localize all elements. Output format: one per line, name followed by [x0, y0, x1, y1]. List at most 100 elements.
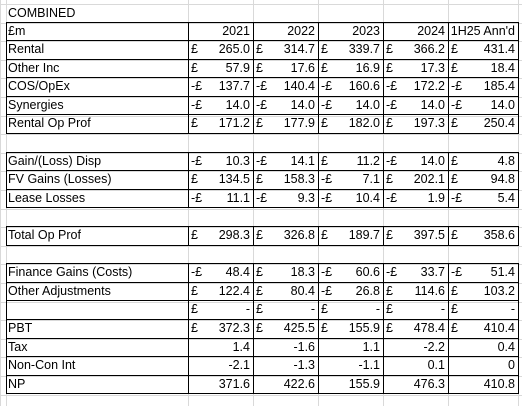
value-cell[interactable]: -£ 137.7 [188, 77, 253, 95]
value-cell[interactable] [318, 133, 383, 151]
row-label[interactable]: Gain/(Loss) Disp [8, 153, 102, 168]
value-cell[interactable] [383, 207, 448, 225]
value-cell[interactable]: -£ 26.8 [318, 282, 383, 300]
value-cell[interactable]: 155.9 [318, 375, 383, 393]
value-cell[interactable]: £16.9 [318, 59, 383, 77]
row-label[interactable]: Lease Losses [8, 190, 86, 205]
value-cell[interactable]: £103.2 [448, 282, 518, 300]
value-cell[interactable]: -£ 51.4 [448, 263, 518, 281]
value-cell[interactable]: -£ 14.0 [188, 96, 253, 114]
value-cell[interactable]: 476.3 [383, 375, 448, 393]
value-cell[interactable]: -£ 14.0 [253, 96, 318, 114]
row-label[interactable]: Other Inc [8, 60, 60, 75]
value-cell[interactable] [318, 207, 383, 225]
value-cell[interactable]: £298.3 [188, 226, 253, 244]
value-cell[interactable]: £265.0 [188, 40, 253, 58]
value-cell[interactable] [253, 133, 318, 151]
value-cell[interactable]: 371.6 [188, 375, 253, 393]
value-cell[interactable]: £366.2 [383, 40, 448, 58]
header-year[interactable]: 2024 [417, 24, 445, 38]
value-cell[interactable]: £ - [318, 300, 383, 318]
value-cell[interactable]: -£ 185.4 [448, 77, 518, 95]
value-cell[interactable]: -£ 48.4 [188, 263, 253, 281]
value-cell[interactable] [383, 133, 448, 151]
value-cell[interactable]: £80.4 [253, 282, 318, 300]
value-cell[interactable]: £17.6 [253, 59, 318, 77]
row-label[interactable] [6, 245, 188, 263]
row-label[interactable]: FV Gains (Losses) [8, 172, 112, 187]
row-label[interactable]: PBT [8, 321, 33, 335]
value-cell[interactable]: £18.4 [448, 59, 518, 77]
value-cell[interactable]: -£ 7.1 [318, 170, 383, 188]
value-cell[interactable]: £177.9 [253, 114, 318, 132]
value-cell[interactable]: -£ 160.6 [318, 77, 383, 95]
value-cell[interactable]: £11.2 [318, 152, 383, 170]
value-cell[interactable]: £ - [188, 300, 253, 318]
header-year[interactable]: 2021 [222, 24, 250, 38]
value-cell[interactable]: -1.3 [253, 356, 318, 374]
value-cell[interactable]: -£ 11.1 [188, 189, 253, 207]
row-label[interactable] [6, 133, 188, 151]
value-cell[interactable]: -£ 14.0 [318, 96, 383, 114]
value-cell[interactable]: £4.8 [448, 152, 518, 170]
value-cell[interactable]: -£ 172.2 [383, 77, 448, 95]
value-cell[interactable]: £397.5 [383, 226, 448, 244]
row-label[interactable]: Rental [8, 42, 45, 56]
header-year[interactable]: 1H25 Ann'd [450, 24, 515, 38]
value-cell[interactable]: -1.6 [253, 338, 318, 356]
value-cell[interactable]: 410.8 [448, 375, 518, 393]
row-label[interactable]: Tax [8, 339, 28, 354]
value-cell[interactable]: -£ 140.4 [253, 77, 318, 95]
value-cell[interactable]: 1.1 [318, 338, 383, 356]
value-cell[interactable]: -£ 10.4 [318, 189, 383, 207]
value-cell[interactable]: £ - [253, 300, 318, 318]
value-cell[interactable]: £182.0 [318, 114, 383, 132]
value-cell[interactable] [253, 207, 318, 225]
value-cell[interactable]: -£ 14.0 [448, 96, 518, 114]
value-cell[interactable]: 0 [448, 356, 518, 374]
value-cell[interactable]: £122.4 [188, 282, 253, 300]
value-cell[interactable]: -£ 14.1 [253, 152, 318, 170]
value-cell[interactable]: £158.3 [253, 170, 318, 188]
value-cell[interactable]: £410.4 [448, 319, 518, 337]
row-label[interactable]: Total Op Prof [8, 228, 81, 242]
value-cell[interactable]: £339.7 [318, 40, 383, 58]
value-cell[interactable] [318, 245, 383, 263]
value-cell[interactable]: £358.6 [448, 226, 518, 244]
value-cell[interactable]: £171.2 [188, 114, 253, 132]
row-label[interactable] [6, 300, 188, 318]
row-label[interactable]: NP [8, 376, 26, 391]
sheet-title[interactable]: COMBINED [8, 6, 76, 20]
value-cell[interactable]: £134.5 [188, 170, 253, 188]
value-cell[interactable]: £57.9 [188, 59, 253, 77]
value-cell[interactable]: £326.8 [253, 226, 318, 244]
value-cell[interactable]: -£ 5.4 [448, 189, 518, 207]
value-cell[interactable]: -2.1 [188, 356, 253, 374]
value-cell[interactable]: -£ 1.9 [383, 189, 448, 207]
header-year[interactable]: 2023 [352, 24, 380, 38]
value-cell[interactable]: -1.1 [318, 356, 383, 374]
value-cell[interactable]: £372.3 [188, 319, 253, 337]
value-cell[interactable] [188, 207, 253, 225]
value-cell[interactable] [188, 245, 253, 263]
row-label[interactable]: Rental Op Prof [8, 116, 91, 131]
value-cell[interactable] [448, 207, 518, 225]
value-cell[interactable]: -£ 14.0 [383, 96, 448, 114]
value-cell[interactable]: 422.6 [253, 375, 318, 393]
value-cell[interactable]: £202.1 [383, 170, 448, 188]
value-cell[interactable]: -2.2 [383, 338, 448, 356]
value-cell[interactable] [253, 245, 318, 263]
value-cell[interactable]: £114.6 [383, 282, 448, 300]
row-label[interactable]: Synergies [8, 97, 64, 112]
value-cell[interactable]: £ - [448, 300, 518, 318]
value-cell[interactable]: £ - [383, 300, 448, 318]
value-cell[interactable] [448, 245, 518, 263]
value-cell[interactable]: 1.4 [188, 338, 253, 356]
value-cell[interactable]: £431.4 [448, 40, 518, 58]
value-cell[interactable]: -£ 14.0 [383, 152, 448, 170]
value-cell[interactable]: £478.4 [383, 319, 448, 337]
value-cell[interactable]: £17.3 [383, 59, 448, 77]
value-cell[interactable]: -£ 33.7 [383, 263, 448, 281]
value-cell[interactable]: £314.7 [253, 40, 318, 58]
row-label[interactable]: COS/OpEx [8, 79, 70, 94]
